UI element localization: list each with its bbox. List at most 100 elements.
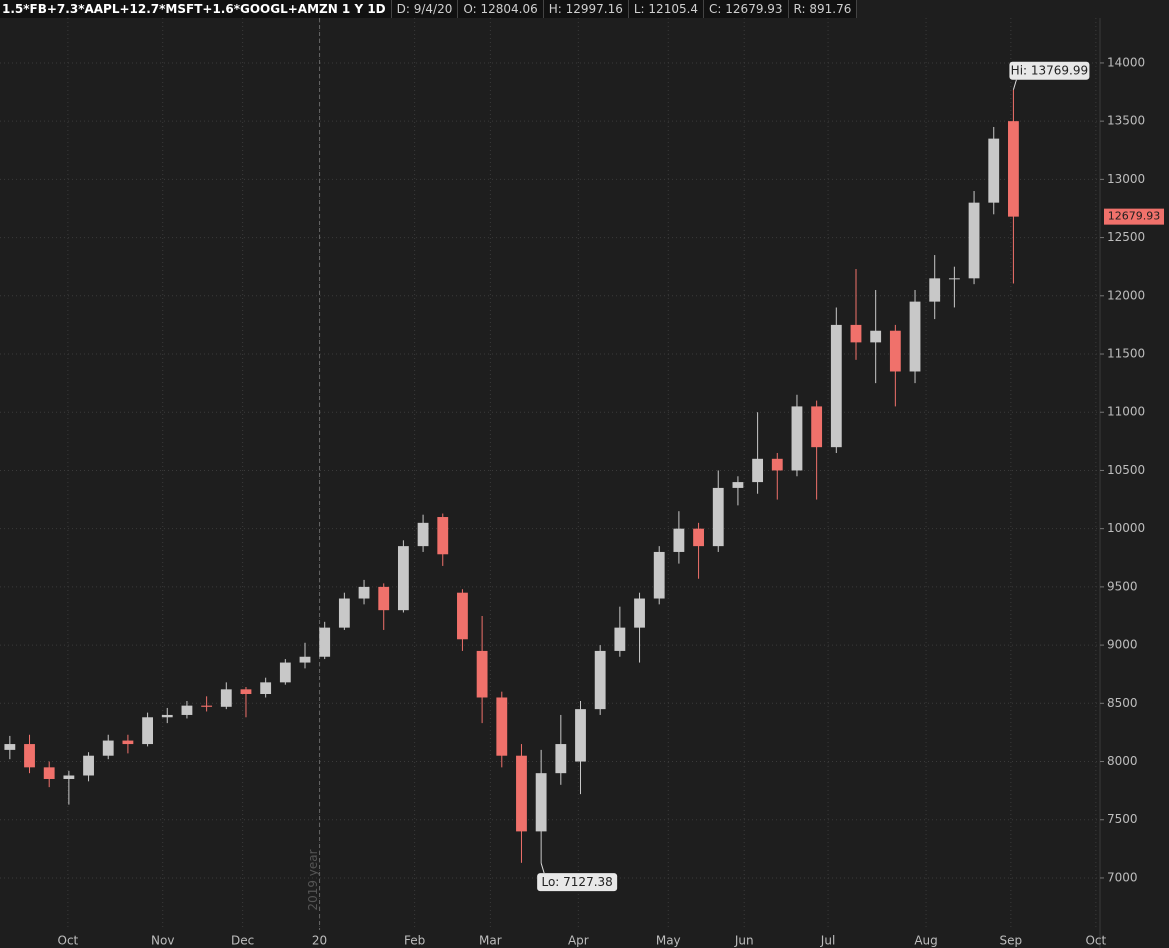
candle-body <box>476 650 488 698</box>
low-label-pointer <box>540 862 545 874</box>
candle-body <box>63 775 75 779</box>
candle-body <box>909 301 921 372</box>
x-tick-label: Apr <box>568 934 589 948</box>
candle-body <box>4 744 16 750</box>
candle-body <box>142 717 153 745</box>
y-tick-label: 14000 <box>1107 55 1145 69</box>
y-tick-label: 9000 <box>1107 638 1138 652</box>
candle-body <box>948 278 960 280</box>
candle-body <box>338 598 350 628</box>
x-tick-label: May <box>656 934 681 948</box>
y-tick-label: 12500 <box>1107 230 1145 244</box>
candle-body <box>535 773 547 832</box>
candle-body <box>83 755 94 776</box>
candle-body <box>260 682 272 694</box>
candle-body <box>319 627 331 657</box>
candle-body <box>358 586 370 599</box>
candle-body <box>279 662 291 683</box>
x-tick-label: Mar <box>479 934 502 948</box>
year-label: 2019 year <box>306 849 320 910</box>
candle-body <box>653 551 665 599</box>
low-label: Lo: 7127.38 <box>541 875 612 889</box>
header-field: D: 9/4/20 <box>392 0 459 18</box>
candle-body <box>889 330 901 372</box>
candle-body <box>516 755 527 832</box>
candle-body <box>830 324 842 448</box>
candle-body <box>811 406 823 448</box>
candle-body <box>24 744 35 768</box>
candle-body <box>555 744 567 774</box>
candle-body <box>791 406 803 471</box>
candle-body <box>437 517 449 555</box>
x-tick-label: Jul <box>820 934 835 948</box>
last-price: 12679.93 <box>1108 210 1161 223</box>
candle-body <box>457 592 468 640</box>
header-field: O: 12804.06 <box>458 0 544 18</box>
high-label-pointer <box>1012 79 1017 90</box>
high-label: Hi: 13769.99 <box>1011 64 1088 78</box>
candle-body <box>614 627 626 651</box>
header-bar: 1.5*FB+7.3*AAPL+12.7*MSFT+1.6*GOOGL+AMZN… <box>0 0 858 18</box>
y-tick-label: 7500 <box>1107 812 1138 826</box>
y-tick-label: 13500 <box>1107 114 1145 128</box>
candle-body <box>693 528 704 547</box>
candle-body <box>201 705 213 707</box>
y-tick-label: 11500 <box>1107 347 1145 361</box>
candle-body <box>220 689 232 707</box>
candle-body <box>496 697 508 756</box>
candle-body <box>988 138 1000 203</box>
y-tick-label: 8000 <box>1107 754 1138 768</box>
candle-body <box>752 458 764 483</box>
candle-body <box>634 598 645 628</box>
candle-body <box>870 330 882 343</box>
candle-body <box>712 487 724 547</box>
x-tick-label: Jun <box>734 934 754 948</box>
y-tick-label: 13000 <box>1107 172 1145 186</box>
x-tick-label: Feb <box>404 934 425 948</box>
candle-body <box>594 650 606 710</box>
y-tick-label: 12000 <box>1107 288 1145 302</box>
candle-body <box>732 482 744 488</box>
x-tick-label: 20 <box>312 934 327 948</box>
y-tick-label: 10500 <box>1107 463 1145 477</box>
x-tick-label: Sep <box>1000 934 1023 948</box>
candle-body <box>161 714 173 718</box>
candle-body <box>397 546 409 611</box>
header-field: L: 12105.4 <box>629 0 705 18</box>
y-tick-label: 11000 <box>1107 405 1145 419</box>
y-tick-label: 7000 <box>1107 870 1138 884</box>
x-tick-label: Dec <box>231 934 254 948</box>
candle-body <box>299 656 311 663</box>
high-label-box <box>1009 61 1090 80</box>
y-tick-label: 10000 <box>1107 521 1145 535</box>
candle-body <box>1008 121 1019 217</box>
candle-body <box>929 278 941 302</box>
last-price-box <box>1104 208 1164 225</box>
candle-body <box>575 709 586 762</box>
low-label-box <box>537 873 618 892</box>
candle-body <box>968 202 980 279</box>
candle-body <box>181 705 193 715</box>
header-field: H: 12997.16 <box>544 0 629 18</box>
x-tick-label: Aug <box>914 934 937 948</box>
x-tick-label: Oct <box>1085 934 1106 948</box>
y-tick-label: 9500 <box>1107 579 1138 593</box>
candle-body <box>240 689 252 694</box>
header-field: C: 12679.93 <box>704 0 789 18</box>
candle-body <box>771 458 783 471</box>
candle-body <box>122 740 134 745</box>
candle-body <box>102 740 114 756</box>
x-tick-label: Nov <box>151 934 174 948</box>
header-field: R: 891.76 <box>789 0 858 18</box>
y-tick-label: 8500 <box>1107 696 1138 710</box>
plot-background <box>0 18 1100 930</box>
candle-body <box>43 767 55 779</box>
candle-body <box>417 522 429 547</box>
candle-body <box>378 586 390 611</box>
x-tick-label: Oct <box>58 934 79 948</box>
candle-body <box>673 528 685 552</box>
candle-body <box>850 324 862 343</box>
symbol[interactable]: 1.5*FB+7.3*AAPL+12.7*MSFT+1.6*GOOGL+AMZN… <box>0 0 392 18</box>
